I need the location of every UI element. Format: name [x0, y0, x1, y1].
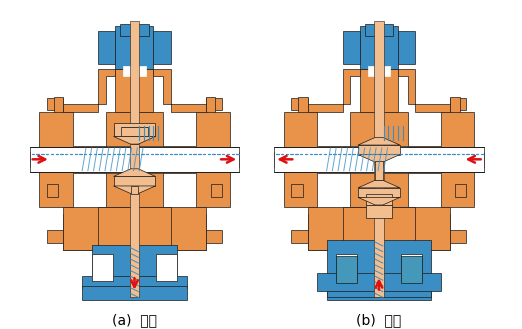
Polygon shape [98, 207, 171, 250]
Polygon shape [291, 98, 307, 110]
Polygon shape [401, 254, 422, 281]
Polygon shape [327, 286, 431, 300]
Polygon shape [39, 112, 106, 207]
Polygon shape [401, 256, 422, 283]
Polygon shape [336, 256, 357, 283]
Polygon shape [92, 254, 113, 281]
Polygon shape [358, 145, 400, 155]
Polygon shape [82, 286, 187, 300]
Polygon shape [307, 207, 450, 250]
Polygon shape [54, 96, 63, 115]
Polygon shape [358, 155, 400, 162]
Polygon shape [441, 152, 483, 167]
Polygon shape [114, 127, 156, 137]
Polygon shape [163, 112, 230, 207]
Polygon shape [114, 137, 156, 144]
Polygon shape [115, 69, 153, 112]
Polygon shape [275, 147, 483, 172]
Polygon shape [30, 147, 239, 172]
Polygon shape [307, 69, 360, 112]
Polygon shape [365, 205, 393, 218]
Polygon shape [275, 152, 317, 167]
Polygon shape [358, 188, 400, 197]
Polygon shape [336, 245, 422, 297]
Polygon shape [343, 31, 360, 64]
Polygon shape [284, 112, 350, 207]
Text: (a)  分流: (a) 分流 [112, 314, 157, 327]
Polygon shape [358, 197, 400, 205]
Polygon shape [450, 96, 460, 115]
Polygon shape [291, 230, 307, 243]
Polygon shape [47, 184, 58, 197]
Polygon shape [206, 230, 222, 243]
Polygon shape [450, 230, 467, 243]
Polygon shape [153, 69, 206, 112]
Polygon shape [206, 98, 222, 110]
Polygon shape [63, 207, 206, 250]
Polygon shape [30, 152, 73, 167]
Polygon shape [291, 184, 303, 197]
Text: (b)  合流: (b) 合流 [357, 314, 401, 327]
Polygon shape [365, 193, 393, 205]
Polygon shape [343, 207, 415, 250]
Polygon shape [374, 21, 384, 297]
Polygon shape [106, 173, 163, 207]
Polygon shape [398, 31, 415, 64]
Polygon shape [307, 207, 450, 250]
Polygon shape [157, 254, 177, 281]
Polygon shape [298, 96, 307, 115]
Polygon shape [114, 176, 156, 186]
Polygon shape [98, 31, 115, 64]
Polygon shape [47, 230, 63, 243]
Polygon shape [120, 24, 149, 36]
Polygon shape [408, 112, 474, 207]
Polygon shape [82, 276, 187, 288]
Polygon shape [115, 26, 153, 69]
Polygon shape [455, 184, 467, 197]
Polygon shape [47, 98, 63, 110]
Polygon shape [114, 123, 156, 137]
Polygon shape [327, 240, 431, 297]
Polygon shape [129, 21, 139, 297]
Polygon shape [206, 96, 216, 115]
Polygon shape [130, 186, 138, 193]
Polygon shape [358, 138, 400, 145]
Polygon shape [196, 152, 239, 167]
Polygon shape [336, 254, 357, 281]
Polygon shape [350, 112, 408, 146]
Polygon shape [327, 276, 431, 288]
Polygon shape [114, 186, 156, 193]
Polygon shape [317, 273, 441, 291]
Polygon shape [358, 180, 400, 188]
Polygon shape [63, 69, 115, 112]
Polygon shape [360, 69, 398, 112]
Polygon shape [92, 245, 177, 297]
Polygon shape [106, 112, 163, 146]
Polygon shape [350, 173, 408, 207]
Polygon shape [123, 66, 146, 76]
Polygon shape [375, 161, 383, 180]
Polygon shape [114, 169, 156, 176]
Polygon shape [365, 24, 393, 36]
Polygon shape [63, 207, 206, 250]
Polygon shape [130, 137, 138, 144]
Polygon shape [398, 69, 450, 112]
Polygon shape [450, 98, 467, 110]
Polygon shape [153, 31, 171, 64]
Polygon shape [367, 66, 390, 76]
Polygon shape [210, 184, 222, 197]
Polygon shape [360, 26, 398, 69]
